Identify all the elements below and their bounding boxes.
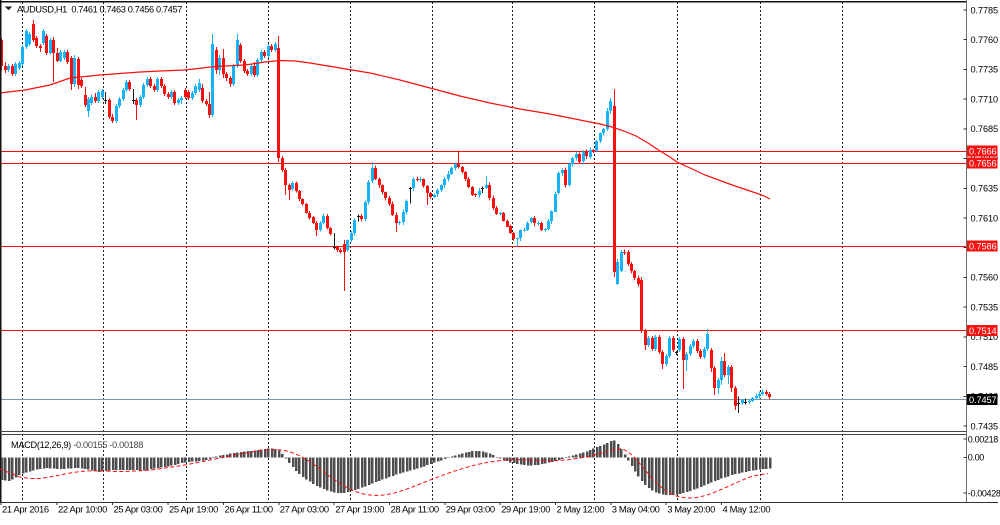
svg-text:0.7666: 0.7666 — [969, 146, 997, 156]
svg-text:22 Apr 10:00: 22 Apr 10:00 — [58, 504, 107, 515]
svg-text:AUDUSD,H1 0.7461 0.7463 0.745: AUDUSD,H1 0.7461 0.7463 0.7456 0.7457 — [17, 4, 182, 14]
svg-text:-0.00428: -0.00428 — [968, 488, 1000, 498]
svg-text:25 Apr 03:00: 25 Apr 03:00 — [114, 504, 163, 515]
svg-text:0.7735: 0.7735 — [971, 65, 999, 75]
svg-text:0.7785: 0.7785 — [971, 5, 999, 15]
svg-text:21 Apr 2016: 21 Apr 2016 — [2, 504, 49, 515]
svg-text:27 Apr 19:00: 27 Apr 19:00 — [335, 504, 384, 515]
svg-text:3 May 20:00: 3 May 20:00 — [667, 504, 715, 515]
svg-text:29 Apr 19:00: 29 Apr 19:00 — [501, 504, 550, 515]
svg-text:0.7656: 0.7656 — [969, 158, 997, 168]
svg-text:27 Apr 03:00: 27 Apr 03:00 — [280, 504, 329, 515]
svg-text:0.7586: 0.7586 — [969, 241, 997, 251]
svg-text:0.7514: 0.7514 — [969, 326, 997, 336]
svg-text:0.7510: 0.7510 — [971, 332, 999, 342]
svg-text:0.7560: 0.7560 — [971, 273, 999, 283]
svg-text:4 May 12:00: 4 May 12:00 — [723, 504, 771, 515]
svg-text:0.7435: 0.7435 — [971, 421, 999, 431]
svg-text:0.00218: 0.00218 — [968, 435, 998, 445]
svg-text:3 May 04:00: 3 May 04:00 — [612, 504, 660, 515]
svg-text:0.00: 0.00 — [968, 453, 984, 463]
svg-text:0.7710: 0.7710 — [971, 94, 999, 104]
svg-text:MACD(12,26,9) -0.00155 -0.0018: MACD(12,26,9) -0.00155 -0.00188 — [11, 440, 143, 450]
svg-text:0.7610: 0.7610 — [971, 213, 999, 223]
svg-text:0.7685: 0.7685 — [971, 124, 999, 134]
svg-text:0.7485: 0.7485 — [971, 362, 999, 372]
svg-text:26 Apr 11:00: 26 Apr 11:00 — [225, 504, 273, 515]
svg-text:0.7535: 0.7535 — [971, 302, 999, 312]
svg-text:28 Apr 11:00: 28 Apr 11:00 — [391, 504, 439, 515]
svg-text:0.7760: 0.7760 — [971, 35, 999, 45]
svg-text:29 Apr 03:00: 29 Apr 03:00 — [446, 504, 495, 515]
svg-text:0.7635: 0.7635 — [971, 184, 999, 194]
svg-text:25 Apr 19:00: 25 Apr 19:00 — [169, 504, 218, 515]
svg-text:0.7457: 0.7457 — [969, 395, 997, 405]
svg-text:2 May 12:00: 2 May 12:00 — [557, 504, 605, 515]
